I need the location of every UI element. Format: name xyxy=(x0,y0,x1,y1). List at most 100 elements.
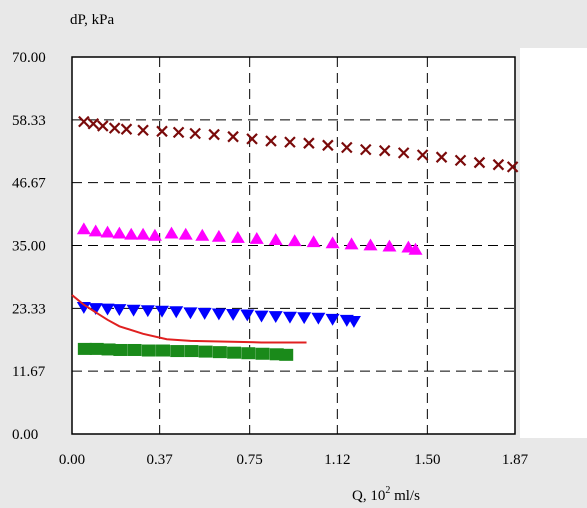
data-point xyxy=(322,139,334,152)
x-tick-label: 1.87 xyxy=(502,452,529,468)
data-point xyxy=(155,305,170,318)
data-point xyxy=(241,347,256,360)
data-point xyxy=(344,237,359,250)
data-point xyxy=(378,144,391,157)
data-point xyxy=(76,301,91,314)
y-tick-label: 11.67 xyxy=(12,364,46,380)
data-point xyxy=(240,309,255,322)
data-point xyxy=(183,307,198,320)
data-point xyxy=(108,122,121,134)
data-point xyxy=(100,303,115,316)
data-point xyxy=(164,226,179,239)
series-4 xyxy=(77,342,294,361)
data-point xyxy=(140,305,155,318)
data-point xyxy=(268,233,283,246)
data-point xyxy=(195,228,210,241)
data-point xyxy=(88,303,103,315)
data-point xyxy=(265,135,277,147)
data-point xyxy=(120,123,133,135)
x-tick-labels: 0.00 0.37 0.75 1.12 1.50 1.87 xyxy=(59,452,529,468)
data-point xyxy=(78,115,90,128)
plot-frame xyxy=(71,56,516,435)
data-point xyxy=(255,347,270,360)
data-point xyxy=(346,316,361,328)
data-point xyxy=(97,120,109,132)
data-point xyxy=(100,225,115,238)
data-point xyxy=(435,151,448,163)
data-point xyxy=(141,344,156,357)
series-1 xyxy=(78,115,519,173)
series-line xyxy=(71,294,307,344)
y-tick-label: 70.00 xyxy=(12,50,46,66)
data-point xyxy=(311,312,326,325)
data-point xyxy=(211,308,226,321)
data-point xyxy=(189,127,201,140)
right-margin-panel xyxy=(520,48,587,438)
data-point xyxy=(127,343,142,356)
data-point xyxy=(113,343,128,356)
data-point xyxy=(147,228,162,241)
data-point xyxy=(408,242,423,255)
data-point xyxy=(77,342,92,355)
data-point xyxy=(197,307,212,320)
data-point xyxy=(325,313,340,326)
data-point xyxy=(137,124,149,137)
data-point xyxy=(76,222,91,235)
data-point xyxy=(268,311,283,324)
x-tick-label: 1.50 xyxy=(414,452,440,468)
data-point xyxy=(306,235,321,248)
data-point xyxy=(227,130,239,143)
data-point xyxy=(89,342,104,355)
x-tick-label: 0.37 xyxy=(147,452,174,468)
data-point xyxy=(279,348,294,361)
data-point xyxy=(184,345,199,358)
data-point xyxy=(325,236,340,249)
data-point xyxy=(473,156,486,169)
data-point xyxy=(112,226,127,239)
x-axis-label-sup: 2 xyxy=(385,485,390,496)
x-tick-label: 1.12 xyxy=(324,452,350,468)
data-point xyxy=(382,239,397,252)
series-3 xyxy=(76,301,361,328)
data-point xyxy=(492,158,505,171)
y-tick-label: 35.00 xyxy=(12,239,46,255)
data-point xyxy=(172,126,185,139)
data-point xyxy=(124,227,139,240)
series-layer xyxy=(71,115,519,361)
y-tick-label: 0.00 xyxy=(12,427,38,443)
x-tick-label: 0.00 xyxy=(59,452,85,468)
x-axis-label-suffix: ml/s xyxy=(390,488,420,504)
x-axis-label: Q, 102 ml/s xyxy=(352,485,420,504)
data-point xyxy=(88,224,103,237)
data-point xyxy=(341,141,353,154)
data-point xyxy=(416,149,429,161)
data-point xyxy=(212,346,227,359)
data-point xyxy=(287,234,302,247)
data-point xyxy=(126,304,141,317)
data-point xyxy=(211,229,226,242)
y-tick-labels: 0.00 11.67 23.33 35.00 46.67 58.33 70.00 xyxy=(12,50,46,443)
data-point xyxy=(282,311,297,324)
data-point xyxy=(208,128,220,141)
data-point xyxy=(359,143,372,156)
data-point xyxy=(230,230,245,243)
y-tick-label: 46.67 xyxy=(12,176,46,192)
data-point xyxy=(246,133,258,145)
data-point xyxy=(156,125,168,138)
x-tick-label: 0.75 xyxy=(237,452,263,468)
data-point xyxy=(284,136,296,148)
data-point xyxy=(226,308,241,321)
data-point xyxy=(227,346,242,359)
data-point xyxy=(198,345,213,358)
data-point xyxy=(506,161,519,173)
y-tick-label: 58.33 xyxy=(12,113,46,129)
data-point xyxy=(363,238,378,251)
y-axis-label: dP, kPa xyxy=(70,12,115,28)
data-point xyxy=(249,232,264,244)
data-point xyxy=(397,147,410,159)
x-axis-label-prefix: Q, 10 xyxy=(352,488,385,504)
data-point xyxy=(101,343,116,356)
data-point xyxy=(254,310,269,323)
data-point xyxy=(170,345,185,358)
